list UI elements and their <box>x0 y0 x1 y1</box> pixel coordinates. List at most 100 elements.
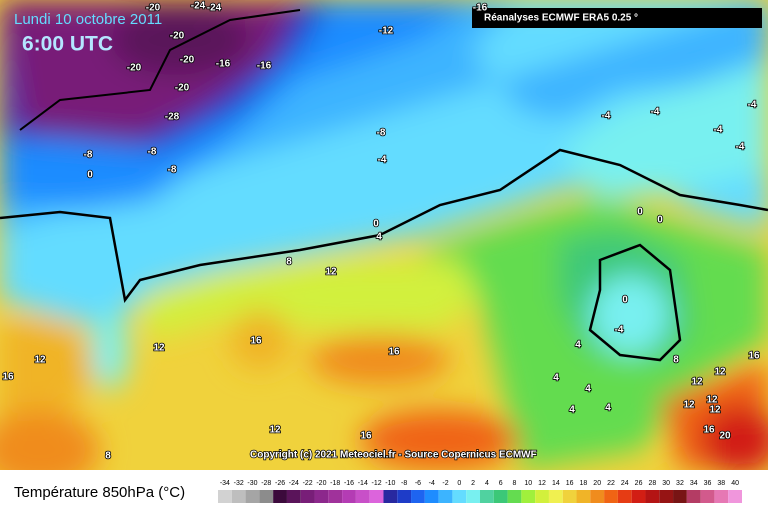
colorbar-tick-label: -26 <box>275 480 285 487</box>
colorbar-tick-label: 4 <box>485 480 489 487</box>
contour-label: 8 <box>105 451 111 462</box>
contour-label: -24 <box>191 1 206 12</box>
contour-label: 12 <box>683 400 695 411</box>
colorbar-tick-label: 8 <box>513 480 517 487</box>
time-label: 6:00 UTC <box>22 33 113 56</box>
colorbar-tick-label: 24 <box>621 480 629 487</box>
colorbar-cell <box>659 490 674 503</box>
colorbar-cell <box>590 490 605 503</box>
colorbar-cell <box>604 490 618 503</box>
date-label: Lundi 10 octobre 2011 <box>14 11 162 28</box>
header: Lundi 10 octobre 2011 6:00 UTC Réanalyse… <box>14 8 762 461</box>
colorbar-tick-label: 28 <box>648 480 656 487</box>
contour-label: -4 <box>736 142 745 153</box>
colorbar-tick-label: -18 <box>330 480 340 487</box>
colorbar-cell <box>645 490 660 503</box>
colorbar-tick-label: 0 <box>457 480 461 487</box>
colorbar-tick-label: -20 <box>316 480 326 487</box>
contour-label: 16 <box>250 336 262 347</box>
contour-label: 4 <box>569 405 575 416</box>
colorbar-tick-label: 12 <box>538 480 546 487</box>
contour-label: -28 <box>165 112 180 123</box>
colorbar-cell <box>535 490 549 503</box>
contour-label: 8 <box>286 257 292 268</box>
colorbar-cell <box>521 490 536 503</box>
colorbar-cell <box>576 490 591 503</box>
contour-label: -16 <box>473 3 488 14</box>
contour-label: -4 <box>378 155 387 166</box>
contour-label: 0 <box>87 170 93 181</box>
colorbar-tick-label: -10 <box>385 480 395 487</box>
colorbar-tick-label: 30 <box>662 480 670 487</box>
contour-label: -4 <box>602 111 611 122</box>
colorbar-tick-label: 34 <box>690 480 698 487</box>
contour-label: -20 <box>170 31 185 42</box>
colorbar-cell <box>548 490 563 503</box>
colorbar-cell <box>314 490 329 503</box>
colorbar-cell <box>493 490 508 503</box>
colorbar-cell <box>714 490 729 503</box>
contour-label: -4 <box>714 125 723 136</box>
contour-label: 16 <box>388 347 400 358</box>
colorbar-tick-label: 20 <box>593 480 601 487</box>
colorbar-cell <box>355 490 370 503</box>
source-label: Réanalyses ECMWF ERA5 0.25 ° <box>484 13 638 24</box>
contour-label: 12 <box>153 343 165 354</box>
colorbar-tick-label: 38 <box>717 480 725 487</box>
colorbar-cell <box>617 490 632 503</box>
legend-title: Température 850hPa (°C) <box>14 484 185 501</box>
colorbar-tick-label: -16 <box>344 480 354 487</box>
colorbar-cell <box>342 490 356 503</box>
colorbar-cell <box>300 490 315 503</box>
colorbar-cell <box>466 490 480 503</box>
contour-label: 16 <box>360 431 372 442</box>
colorbar-cell <box>411 490 425 503</box>
contour-label: -8 <box>84 150 93 161</box>
colorbar-cell <box>631 490 646 503</box>
contour-label: -8 <box>148 147 157 158</box>
contour-label: 16 <box>748 351 760 362</box>
contour-label: 12 <box>714 367 726 378</box>
colorbar-cell <box>562 490 577 503</box>
contour-label: -8 <box>168 165 177 176</box>
colorbar-tick-label: 18 <box>580 480 588 487</box>
colorbar-tick-label: -8 <box>401 480 407 487</box>
colorbar-tick-label: 40 <box>731 480 739 487</box>
contour-label: 4 <box>575 340 581 351</box>
colorbar-cell <box>328 490 343 503</box>
contour-label: 8 <box>673 355 679 366</box>
colorbar-tick-label: 32 <box>676 480 684 487</box>
colorbar-cell <box>397 490 412 503</box>
colorbar-cell <box>673 490 687 503</box>
contour-label: -20 <box>175 83 190 94</box>
contour-label: 0 <box>637 207 643 218</box>
contour-label: 12 <box>269 425 281 436</box>
colorbar-tick-label: -6 <box>415 480 421 487</box>
contour-label: -4 <box>615 325 624 336</box>
colorbar-tick-label: 16 <box>566 480 574 487</box>
contour-label: -8 <box>377 128 386 139</box>
colorbar: -34 -32 -30 -28 -26 -24 -22 -20 -18 -16 -14 -12 -10-… <box>218 480 742 503</box>
colorbar-cell <box>728 490 742 503</box>
contour-label: -20 <box>127 63 142 74</box>
colorbar-cell <box>245 490 260 503</box>
colorbar-tick-label: -14 <box>358 480 368 487</box>
colorbar-tick-label: -34 <box>220 480 230 487</box>
colorbar-tick-label: -4 <box>429 480 435 487</box>
colorbar-tick-label: -24 <box>289 480 299 487</box>
contour-label: -20 <box>146 3 161 14</box>
contour-label: 0 <box>373 219 379 230</box>
colorbar-tick-label: -22 <box>303 480 313 487</box>
colorbar-cell <box>438 490 453 503</box>
contour-label: -24 <box>207 3 222 14</box>
copyright-label: Copyright (c) 2021 Meteociel.fr - Source… <box>250 450 537 461</box>
colorbar-cell <box>452 490 467 503</box>
contour-label: 0 <box>622 295 628 306</box>
colorbar-cell <box>480 490 494 503</box>
contour-label: -16 <box>257 61 272 72</box>
colorbar-cell <box>369 490 384 503</box>
colorbar-cell <box>424 490 439 503</box>
colorbar-tick-label: 22 <box>607 480 615 487</box>
contour-label: 4 <box>376 232 382 243</box>
colorbar-tick-label: 6 <box>499 480 503 487</box>
